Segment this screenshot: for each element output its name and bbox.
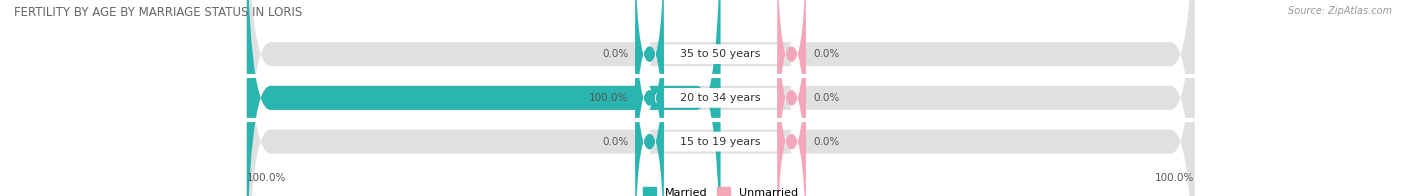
FancyBboxPatch shape (636, 0, 664, 178)
FancyBboxPatch shape (636, 0, 806, 196)
FancyBboxPatch shape (636, 0, 664, 196)
FancyBboxPatch shape (636, 18, 664, 196)
FancyBboxPatch shape (778, 18, 806, 196)
FancyBboxPatch shape (247, 0, 1194, 196)
Text: 0.0%: 0.0% (602, 137, 628, 147)
Text: FERTILITY BY AGE BY MARRIAGE STATUS IN LORIS: FERTILITY BY AGE BY MARRIAGE STATUS IN L… (14, 6, 302, 19)
Text: 35 to 50 years: 35 to 50 years (681, 49, 761, 59)
Legend: Married, Unmarried: Married, Unmarried (638, 182, 803, 196)
Text: 100.0%: 100.0% (589, 93, 628, 103)
Text: Source: ZipAtlas.com: Source: ZipAtlas.com (1288, 6, 1392, 16)
Text: 0.0%: 0.0% (813, 137, 839, 147)
FancyBboxPatch shape (636, 0, 806, 196)
Text: 100.0%: 100.0% (1154, 173, 1194, 183)
Text: 15 to 19 years: 15 to 19 years (681, 137, 761, 147)
FancyBboxPatch shape (778, 0, 806, 178)
FancyBboxPatch shape (636, 0, 806, 196)
Text: 0.0%: 0.0% (813, 49, 839, 59)
Text: 0.0%: 0.0% (813, 93, 839, 103)
Text: 0.0%: 0.0% (602, 49, 628, 59)
FancyBboxPatch shape (247, 0, 1194, 196)
FancyBboxPatch shape (247, 0, 1194, 196)
FancyBboxPatch shape (778, 0, 806, 196)
FancyBboxPatch shape (247, 0, 721, 196)
Text: 20 to 34 years: 20 to 34 years (681, 93, 761, 103)
Text: 100.0%: 100.0% (247, 173, 287, 183)
